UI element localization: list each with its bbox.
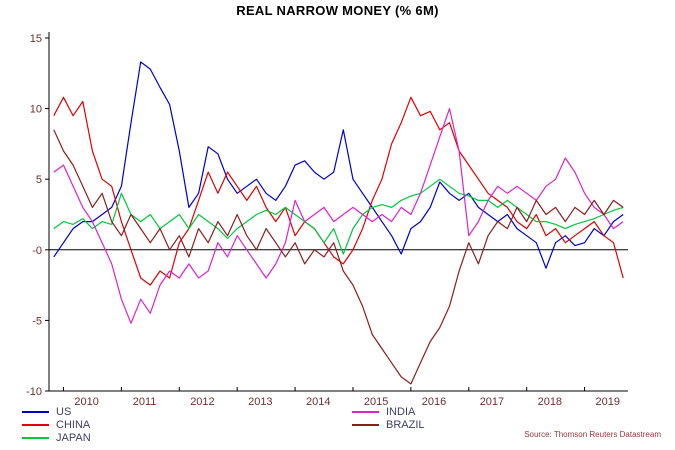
y-tick-label: 15 (30, 33, 42, 45)
legend-label: INDIA (386, 406, 416, 418)
legend-swatch-brazil (352, 424, 379, 426)
legend-item-japan: JAPAN (22, 432, 91, 444)
series-line-us (53, 61, 624, 269)
y-tick-label: -5 (32, 315, 42, 327)
x-tick-label: 2016 (422, 396, 446, 408)
x-tick-label: 2011 (133, 396, 157, 408)
series-line-brazil (53, 129, 624, 385)
legend-label: CHINA (56, 419, 91, 431)
x-tick-label: 2015 (364, 396, 388, 408)
x-tick-label: 2010 (74, 396, 98, 408)
legend-label: BRAZIL (386, 419, 425, 431)
legend-swatch-japan (22, 437, 49, 439)
y-tick-label: 5 (36, 174, 42, 186)
legend-item-india: INDIA (352, 406, 415, 418)
legend-swatch-us (22, 411, 49, 413)
series-line-india (53, 107, 624, 324)
x-tick-label: 2013 (248, 396, 272, 408)
legend-swatch-china (22, 424, 49, 426)
legend-item-us: US (22, 406, 71, 418)
chart-title: REAL NARROW MONEY (% 6M) (236, 3, 439, 18)
x-tick-label: 2012 (190, 396, 214, 408)
legend-label: US (56, 406, 72, 418)
legend-item-brazil: BRAZIL (352, 419, 425, 431)
x-tick-label: 2018 (538, 396, 562, 408)
legend-label: JAPAN (56, 432, 91, 444)
series-line-japan (53, 178, 624, 255)
series-line-china (53, 96, 624, 286)
y-tick-label: -0 (32, 245, 42, 257)
y-tick-label: -10 (26, 386, 42, 398)
legend-item-china: CHINA (22, 419, 90, 431)
legend-swatch-india (352, 411, 379, 413)
y-tick-label: 10 (30, 104, 42, 116)
x-tick-label: 2019 (595, 396, 619, 408)
x-tick-label: 2014 (306, 396, 330, 408)
x-tick-label: 2017 (480, 396, 504, 408)
source-credit: Source: Thomson Reuters Datastream (524, 430, 661, 439)
